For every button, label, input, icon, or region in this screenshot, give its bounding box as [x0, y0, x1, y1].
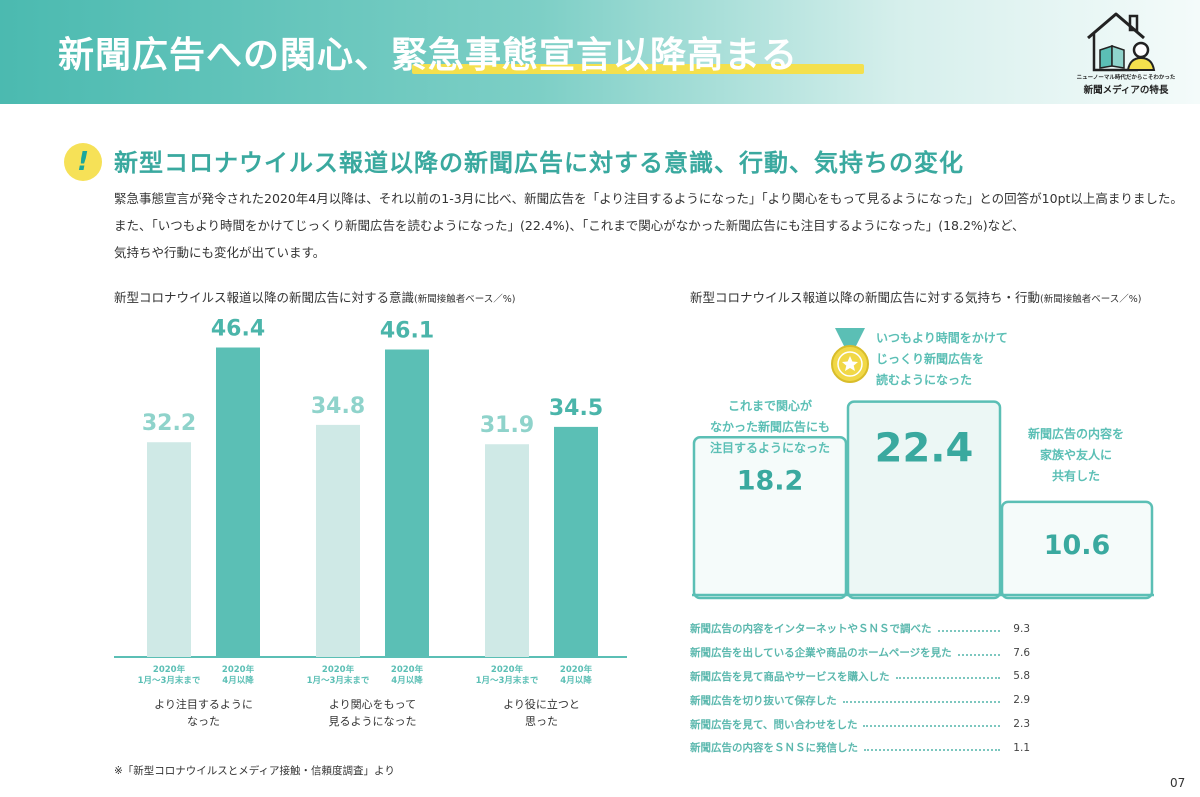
podium-block — [1000, 500, 1154, 600]
list-item-value: 1.1 — [1013, 741, 1030, 754]
chart1-subtitle: (新聞接触者ベース／%) — [414, 294, 516, 305]
list-item-value: 2.9 — [1013, 694, 1030, 707]
podium-label: なかった新聞広告にも — [710, 419, 830, 434]
source-note: ※「新型コロナウイルスとメディア接触・信頼度調査」より — [114, 765, 395, 777]
bar — [316, 424, 360, 657]
dotted-leader — [864, 748, 1000, 751]
list-item: 新聞広告の内容をインターネットやＳＮＳで調べた 9.3 — [690, 617, 1030, 641]
bar — [147, 442, 191, 657]
awareness-bar-chart: 32.22020年1月〜3月末まで46.42020年4月以降より注目するようにな… — [114, 317, 627, 728]
body-line-2: また、「いつもより時間をかけてじっくり新聞広告を読むようになった」(22.4%)… — [114, 218, 1025, 233]
list-item-value: 2.3 — [1013, 718, 1030, 731]
list-item-label: 新聞広告の内容をインターネットやＳＮＳで調べた — [690, 623, 932, 636]
podium-block — [692, 436, 848, 600]
dotted-leader — [863, 725, 1000, 728]
podium-label: これまで関心が — [728, 398, 812, 413]
list-item-label: 新聞広告を出している企業や商品のホームページを見た — [690, 647, 952, 660]
section-heading: 新型コロナウイルス報道以降の新聞広告に対する意識、行動、気持ちの変化 — [114, 149, 964, 177]
bar-value-label: 31.9 — [480, 413, 534, 438]
list-item-value: 9.3 — [1013, 622, 1030, 635]
exclamation-icon: ! — [64, 143, 102, 181]
category-label: より関心をもって — [329, 698, 416, 711]
chart2-title-text: 新型コロナウイルス報道以降の新聞広告に対する気持ち・行動 — [690, 290, 1041, 305]
dotted-leader — [937, 629, 1000, 632]
list-item: 新聞広告を見て、問い合わせをした 2.3 — [690, 712, 1030, 736]
category-label: 見るようになった — [329, 715, 417, 728]
list-item-label: 新聞広告の内容をＳＮＳに発信した — [690, 742, 858, 755]
bar — [385, 349, 429, 657]
podium-block — [846, 400, 1002, 600]
podium-value: 22.4 — [875, 426, 974, 472]
body-line-1: 緊急事態宣言が発令された2020年4月以降は、それ以前の1-3月に比べ、新聞広告… — [114, 191, 1183, 206]
list-item: 新聞広告を切り抜いて保存した 2.9 — [690, 688, 1030, 712]
chart2-title: 新型コロナウイルス報道以降の新聞広告に対する気持ち・行動(新聞接触者ベース／%) — [690, 287, 1141, 306]
feelings-podium-chart: 18.2 10.6 22.4 これまで関心がなかった新聞広告にも注目するようになった い… — [692, 328, 1154, 600]
series-tick-label: 2020年 — [560, 664, 593, 675]
bar — [216, 347, 260, 657]
series-tick-label: 2020年 — [222, 664, 255, 675]
behavior-list: 新聞広告の内容をインターネットやＳＮＳで調べた 9.3 新聞広告を出している企業や商… — [690, 617, 1030, 760]
chart2-subtitle: (新聞接触者ベース／%) — [1040, 294, 1142, 305]
logo-name: 新聞メディアの特長 — [1083, 85, 1169, 96]
list-item-value: 7.6 — [1013, 646, 1030, 659]
podium-label: いつもより時間をかけて — [876, 330, 1008, 345]
list-item-label: 新聞広告を見て商品やサービスを購入した — [690, 670, 890, 683]
page-number: 07 — [1170, 776, 1186, 790]
list-item: 新聞広告の内容をＳＮＳに発信した 1.1 — [690, 736, 1030, 760]
podium-value: 10.6 — [1044, 530, 1111, 561]
list-item-label: 新聞広告を切り抜いて保存した — [690, 694, 837, 707]
logo-tagline: ニューノーマル時代だからこそわかった — [1076, 75, 1176, 81]
house-reading-logo-icon — [1087, 12, 1156, 72]
category-label: 思った — [525, 715, 558, 728]
podium-label: 新聞広告の内容を — [1028, 426, 1124, 441]
podium-label: 注目するようになった — [710, 440, 830, 455]
list-item-value: 5.8 — [1013, 670, 1030, 683]
series-tick-label: 2020年 — [322, 664, 355, 675]
series-tick-label: 4月以降 — [391, 675, 423, 686]
bar-value-label: 46.4 — [211, 317, 265, 342]
bar-value-label: 46.1 — [380, 319, 434, 344]
series-tick-label: 1月〜3月末まで — [307, 675, 370, 686]
dotted-leader — [895, 677, 1000, 680]
dotted-leader — [842, 701, 1000, 704]
page-title: 新聞広告への関心、緊急事態宣言以降高まる — [58, 35, 799, 76]
podium-label: 家族や友人に — [1040, 447, 1112, 462]
bar-value-label: 34.5 — [549, 396, 603, 421]
list-item: 新聞広告を見て商品やサービスを購入した 5.8 — [690, 665, 1030, 689]
category-label: より注目するように — [154, 697, 253, 711]
podium-label: 共有した — [1052, 468, 1100, 483]
bar — [554, 426, 598, 657]
bar-value-label: 34.8 — [311, 394, 365, 419]
body-line-3: 気持ちや行動にも変化が出ています。 — [114, 245, 326, 260]
bar — [485, 444, 529, 657]
podium-value: 18.2 — [737, 465, 804, 496]
series-tick-label: 2020年 — [153, 664, 186, 675]
bar-value-label: 32.2 — [142, 411, 196, 436]
series-tick-label: 2020年 — [391, 664, 424, 675]
dotted-leader — [957, 653, 1000, 656]
series-tick-label: 4月以降 — [560, 675, 592, 686]
medal-icon — [831, 328, 869, 383]
list-item-label: 新聞広告を見て、問い合わせをした — [690, 718, 858, 731]
chart1-title: 新型コロナウイルス報道以降の新聞広告に対する意識(新聞接触者ベース／%) — [114, 287, 515, 306]
podium-label: 読むようになった — [876, 372, 972, 387]
page-header — [0, 0, 1200, 104]
series-tick-label: 1月〜3月末まで — [138, 675, 201, 686]
podium-label: じっくり新聞広告を — [876, 351, 984, 366]
series-tick-label: 4月以降 — [222, 675, 254, 686]
chart1-title-text: 新型コロナウイルス報道以降の新聞広告に対する意識 — [114, 290, 415, 305]
series-tick-label: 2020年 — [491, 664, 524, 675]
category-label: なった — [187, 715, 220, 728]
series-tick-label: 1月〜3月末まで — [476, 675, 539, 686]
title-highlight — [412, 64, 864, 74]
category-label: より役に立つと — [503, 697, 580, 711]
list-item: 新聞広告を出している企業や商品のホームページを見た 7.6 — [690, 641, 1030, 665]
